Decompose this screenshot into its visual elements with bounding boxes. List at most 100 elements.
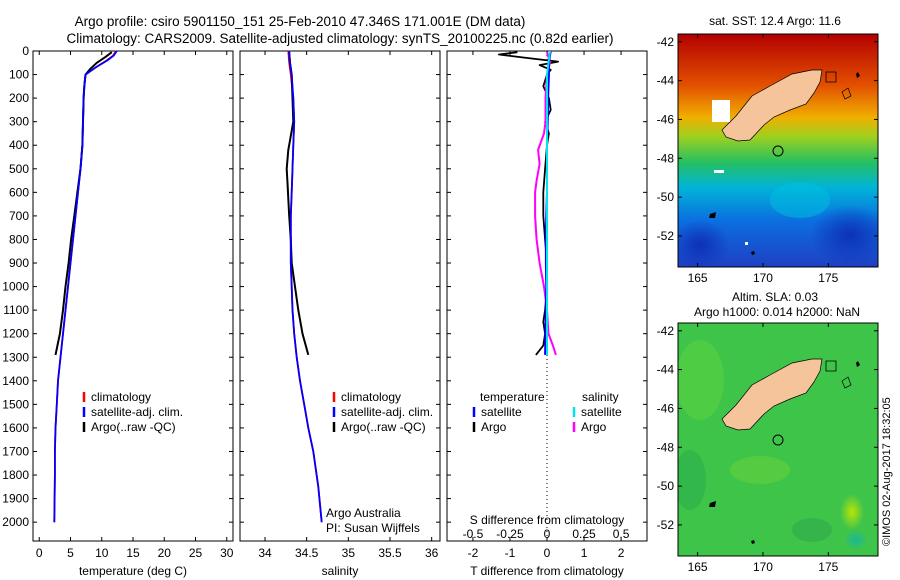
t-diff-label: T difference from climatology	[470, 564, 624, 578]
credit-line1: Argo Australia	[326, 506, 401, 520]
depth-tick-label: 300	[9, 115, 29, 129]
salinity-axes-frame	[239, 50, 441, 542]
temperature-satellite-line	[53, 50, 118, 523]
x-tick-label: 35	[342, 546, 356, 560]
depth-tick-label: 700	[9, 209, 29, 223]
lat-tick-label: -44	[657, 74, 675, 88]
x-tick-label: 0	[36, 546, 43, 560]
depth-tick-label: 1400	[2, 374, 29, 388]
x-tick-label: 34.5	[295, 546, 319, 560]
s-tick-label: 0	[544, 527, 551, 541]
credit-line2: PI: Susan Wijffels	[326, 521, 420, 535]
depth-tick-label: 200	[9, 91, 29, 105]
temperature-axes-frame	[32, 50, 234, 542]
depth-tick-label: 1600	[2, 421, 29, 435]
depth-tick-label: 2000	[2, 515, 29, 529]
depth-tick-label: 1500	[2, 397, 29, 411]
s-tick-label: 0.5	[613, 527, 630, 541]
x-tick-label: 35.5	[378, 546, 402, 560]
figure-title-line2: Climatology: CARS2009. Satellite-adjuste…	[66, 31, 613, 46]
salinity-panel: 34 34.5 35 35.5 36 salinity climatologysatelli…	[239, 50, 441, 578]
lat-tick-label: -44	[657, 363, 675, 377]
x-tick-label: 36	[425, 546, 439, 560]
lat-tick-label: -42	[657, 35, 675, 49]
sst-map-axes: 165 170 175 -42 -44 -46 -48 -50 -52	[657, 34, 878, 285]
s-tick-label: -0.25	[496, 527, 524, 541]
lon-tick-label: 170	[753, 560, 773, 574]
sst-map: sat. SST: 12.4 Argo: 11.6 165 170 175 -42 -4…	[657, 14, 879, 285]
depth-tick-label: 500	[9, 162, 29, 176]
sst-float-marker	[772, 145, 784, 157]
s-tick-label: 0.25	[572, 527, 596, 541]
sst-map-title: sat. SST: 12.4 Argo: 11.6	[709, 14, 841, 28]
imos-stamp: ©IMOS 02-Aug-2017 18:32:05	[881, 397, 893, 546]
legend-label: Argo(..raw -QC)	[91, 420, 176, 434]
x-tick-label: -2	[468, 546, 479, 560]
legend-label: satellite	[581, 405, 622, 419]
x-tick-label: 15	[126, 546, 140, 560]
sla-map-subtitle: Argo h1000: 0.014 h2000: NaN	[694, 305, 860, 319]
sla-float-marker	[772, 434, 784, 446]
sla-map-title: Altim. SLA: 0.03	[732, 290, 818, 304]
legend-label: Argo	[581, 420, 607, 434]
lat-tick-label: -42	[657, 324, 675, 338]
legend-title-salinity: salinity	[582, 390, 619, 404]
depth-tick-label: 1700	[2, 444, 29, 458]
lon-tick-label: 170	[753, 271, 773, 285]
figure-title-line1: Argo profile: csiro 5901150_151 25-Feb-2…	[75, 14, 526, 29]
depth-tick-label: 1200	[2, 327, 29, 341]
lat-tick-label: -52	[657, 229, 675, 243]
difference-panel: -2 -1 0 1 2 -0.5 -0.25 0 0.25 0.5S difference fro…	[446, 50, 648, 578]
legend-label: satellite-adj. clim.	[341, 405, 433, 419]
depth-tick-label: 1100	[3, 303, 29, 317]
sst-land	[721, 69, 823, 142]
s-diff-label: S difference from climatology	[470, 513, 625, 527]
lon-tick-label: 175	[818, 560, 838, 574]
depth-tick-label: 0	[22, 44, 29, 58]
x-tick-label: 1	[581, 546, 588, 560]
temperature-xlabel: temperature (deg C)	[79, 564, 187, 578]
salinity-xlabel: salinity	[322, 564, 359, 578]
legend-label: satellite	[481, 405, 522, 419]
sla-land	[721, 358, 823, 431]
x-tick-label: -1	[505, 546, 516, 560]
depth-tick-label: 800	[9, 232, 29, 246]
x-tick-label: 20	[158, 546, 172, 560]
lat-tick-label: -48	[657, 440, 675, 454]
depth-tick-label: 400	[9, 138, 29, 152]
x-tick-label: 34	[258, 546, 272, 560]
depth-tick-label: 1300	[2, 350, 29, 364]
x-tick-label: 10	[95, 546, 109, 560]
depth-tick-label: 1800	[2, 468, 29, 482]
sla-map-axes: 165 170 175 -42 -44 -46 -48 -50 -52	[657, 323, 878, 574]
lat-tick-label: -46	[657, 401, 675, 415]
depth-tick-label: 1000	[2, 280, 29, 294]
x-tick-label: 0	[544, 546, 551, 560]
legend-label: climatology	[341, 390, 401, 404]
lon-tick-label: 165	[688, 271, 708, 285]
x-tick-label: 2	[618, 546, 625, 560]
depth-tick-label: 100	[9, 68, 29, 82]
legend-label: satellite-adj. clim.	[91, 405, 183, 419]
legend-label: climatology	[91, 390, 151, 404]
depth-tick-label: 900	[9, 256, 29, 270]
lat-tick-label: -50	[657, 190, 675, 204]
lat-tick-label: -52	[657, 518, 675, 532]
lat-tick-label: -48	[657, 151, 675, 165]
depth-tick-label: 1900	[2, 492, 29, 506]
legend-title-temperature: temperature	[480, 390, 545, 404]
legend-label: Argo(..raw -QC)	[341, 420, 426, 434]
temperature-panel: 0100200300400500600700800900100011001200…	[2, 44, 233, 578]
legend-label: Argo	[481, 420, 507, 434]
lon-tick-label: 165	[688, 560, 708, 574]
lat-tick-label: -46	[657, 112, 675, 126]
lon-tick-label: 175	[818, 271, 838, 285]
depth-tick-label: 600	[9, 185, 29, 199]
x-tick-label: 25	[189, 546, 203, 560]
lat-tick-label: -50	[657, 479, 675, 493]
salinity-satellite-line	[288, 50, 323, 523]
sla-map: Altim. SLA: 0.03 Argo h1000: 0.014 h2000…	[657, 290, 879, 574]
s-tick-label: -0.5	[463, 527, 484, 541]
salinity-diff-satellite-line	[546, 50, 551, 355]
